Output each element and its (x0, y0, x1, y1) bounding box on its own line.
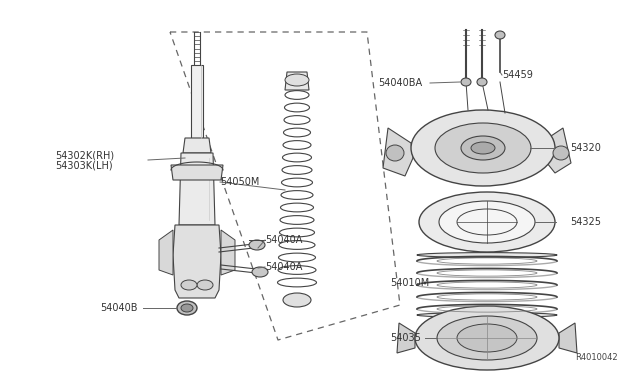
Ellipse shape (417, 253, 557, 257)
Text: 54320: 54320 (570, 143, 601, 153)
Ellipse shape (439, 201, 535, 243)
Ellipse shape (249, 240, 265, 250)
Text: 54325: 54325 (570, 217, 601, 227)
Polygon shape (221, 230, 235, 275)
Text: 54040BA: 54040BA (378, 78, 422, 88)
Text: R4010042: R4010042 (575, 353, 618, 362)
Ellipse shape (419, 192, 555, 252)
Polygon shape (285, 72, 309, 90)
Polygon shape (173, 225, 221, 298)
Polygon shape (383, 128, 413, 176)
Ellipse shape (471, 142, 495, 154)
Polygon shape (171, 165, 223, 180)
Polygon shape (397, 323, 415, 353)
Text: 54302K(RH): 54302K(RH) (55, 150, 114, 160)
Ellipse shape (283, 293, 311, 307)
Ellipse shape (435, 123, 531, 173)
Ellipse shape (197, 280, 213, 290)
Ellipse shape (285, 74, 309, 86)
Ellipse shape (477, 78, 487, 86)
Ellipse shape (553, 146, 569, 160)
Ellipse shape (181, 304, 193, 312)
Ellipse shape (437, 316, 537, 360)
Ellipse shape (177, 301, 197, 315)
Polygon shape (559, 323, 577, 353)
Ellipse shape (252, 267, 268, 277)
Text: 54035: 54035 (390, 333, 421, 343)
Polygon shape (179, 153, 215, 225)
Ellipse shape (181, 280, 197, 290)
Text: 54050M: 54050M (220, 177, 259, 187)
Text: 54010M: 54010M (390, 278, 429, 288)
Ellipse shape (417, 312, 557, 317)
Text: 54303K(LH): 54303K(LH) (55, 160, 113, 170)
Text: 54040A: 54040A (265, 262, 302, 272)
Ellipse shape (457, 324, 517, 352)
Text: 54040A: 54040A (265, 235, 302, 245)
Text: 54040B: 54040B (100, 303, 138, 313)
Polygon shape (159, 230, 173, 275)
Ellipse shape (411, 110, 555, 186)
Polygon shape (183, 138, 211, 153)
Ellipse shape (415, 306, 559, 370)
Ellipse shape (495, 31, 505, 39)
Ellipse shape (386, 145, 404, 161)
Text: 54459: 54459 (502, 70, 533, 80)
Polygon shape (191, 65, 203, 138)
Ellipse shape (461, 136, 505, 160)
Polygon shape (543, 128, 571, 173)
Ellipse shape (461, 78, 471, 86)
